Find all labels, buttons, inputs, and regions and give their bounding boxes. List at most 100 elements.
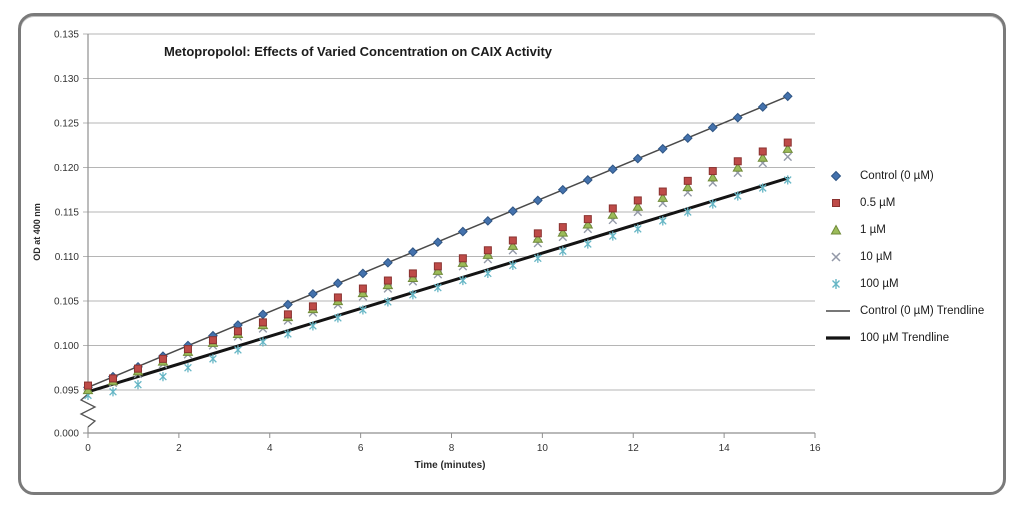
- marker-asterisk: [758, 183, 767, 193]
- legend-label: 0.5 µM: [860, 196, 896, 209]
- marker-diamond: [707, 122, 718, 133]
- marker-square: [658, 187, 667, 196]
- marker-asterisk: [483, 268, 492, 279]
- x-tick-label: 4: [267, 443, 273, 454]
- marker-square: [183, 345, 192, 354]
- axes: [79, 34, 816, 438]
- y-tick-label: 0.135: [54, 30, 79, 41]
- x-tick-label: 10: [537, 443, 549, 454]
- data-markers: [82, 91, 794, 400]
- marker-asterisk: [583, 239, 592, 249]
- marker-asterisk: [384, 297, 392, 307]
- legend-marker-x-icon: [831, 251, 841, 262]
- legend-item-100um-trendline: 100 µM Trendline: [824, 324, 984, 351]
- marker-triangle: [357, 287, 369, 298]
- marker-triangle: [382, 279, 394, 290]
- marker-diamond: [682, 133, 693, 144]
- marker-triangle: [707, 172, 719, 182]
- x-axis-title: Time (minutes): [415, 460, 486, 471]
- marker-asterisk: [359, 305, 367, 315]
- series-0-5-m: [84, 138, 792, 390]
- y-tick-label: 0.105: [54, 297, 79, 308]
- marker-diamond: [382, 257, 393, 268]
- marker-square: [683, 176, 692, 185]
- y-tick-label: 0.095: [54, 386, 79, 397]
- legend-marker-triangle-icon: [830, 223, 842, 234]
- legend-label: Control (0 µM): [860, 169, 934, 182]
- marker-asterisk: [209, 354, 217, 364]
- marker-triangle: [82, 384, 94, 395]
- marker-square: [158, 354, 167, 363]
- x-tick-label: 0: [85, 443, 91, 454]
- marker-square: [633, 196, 642, 205]
- legend-thin-line-icon: [826, 309, 850, 312]
- marker-square: [608, 204, 617, 213]
- marker-triangle: [482, 249, 494, 259]
- marker-square: [308, 302, 317, 311]
- legend: Control (0 µM) 0.5 µM 1 µM 10 µM 100 µM …: [824, 162, 984, 351]
- marker-x: [783, 152, 793, 162]
- marker-diamond: [782, 91, 793, 102]
- marker-asterisk: [783, 175, 792, 185]
- x-tick-label: 16: [809, 443, 821, 454]
- marker-square: [433, 262, 442, 271]
- marker-diamond: [258, 309, 268, 320]
- y-tick-label: 0.130: [54, 74, 79, 85]
- gridlines: [83, 33, 815, 391]
- marker-asterisk: [234, 345, 242, 355]
- y-axis-title: OD at 400 nm: [32, 203, 42, 261]
- marker-asterisk: [259, 337, 267, 347]
- y-tick-label: 0.125: [54, 119, 79, 130]
- marker-diamond: [557, 184, 568, 195]
- marker-square: [583, 215, 592, 224]
- x-tick-label: 14: [719, 443, 731, 454]
- marker-asterisk: [733, 191, 742, 201]
- marker-asterisk: [184, 363, 192, 373]
- y-tick-label-break: 0.000: [54, 429, 79, 440]
- legend-marker-asterisk-icon: [832, 278, 840, 289]
- figure-border: [18, 13, 1006, 495]
- marker-square: [733, 157, 742, 166]
- y-axis-tick-labels: 0.135 0.130 0.125 0.120 0.115 0.110 0.105 0.100…: [54, 30, 79, 440]
- marker-asterisk: [608, 231, 617, 241]
- legend-label: Control (0 µM) Trendline: [860, 304, 985, 317]
- marker-triangle: [407, 272, 419, 282]
- marker-asterisk: [658, 216, 667, 226]
- x-tick-label: 6: [358, 443, 364, 454]
- marker-triangle: [432, 265, 444, 275]
- marker-square: [458, 254, 467, 263]
- marker-square: [358, 284, 367, 293]
- marker-square: [283, 310, 292, 319]
- marker-triangle: [732, 162, 744, 172]
- marker-triangle: [782, 143, 794, 153]
- marker-square: [558, 223, 567, 232]
- marker-diamond: [507, 206, 518, 217]
- marker-square: [758, 147, 767, 156]
- marker-diamond: [332, 278, 343, 289]
- legend-label: 10 µM: [860, 250, 893, 263]
- y-tick-label: 0.120: [54, 163, 79, 174]
- marker-asterisk: [134, 380, 142, 390]
- marker-square: [408, 269, 417, 278]
- marker-asterisk: [558, 246, 567, 256]
- marker-square: [783, 138, 792, 147]
- marker-diamond: [482, 215, 493, 226]
- marker-asterisk: [159, 372, 167, 382]
- marker-diamond: [657, 143, 668, 154]
- x-tick-label: 12: [628, 443, 640, 454]
- marker-square: [708, 167, 717, 176]
- marker-diamond: [732, 112, 743, 123]
- marker-triangle: [507, 240, 519, 250]
- marker-triangle: [607, 209, 619, 219]
- legend-label: 1 µM: [860, 223, 886, 236]
- marker-square: [533, 229, 542, 238]
- marker-asterisk: [708, 199, 717, 209]
- marker-triangle: [682, 181, 694, 192]
- legend-thick-line-icon: [826, 335, 850, 340]
- marker-diamond: [357, 268, 368, 279]
- marker-triangle: [557, 227, 569, 237]
- legend-item-control: Control (0 µM): [824, 162, 984, 189]
- marker-triangle: [532, 233, 544, 243]
- marker-diamond: [582, 175, 593, 185]
